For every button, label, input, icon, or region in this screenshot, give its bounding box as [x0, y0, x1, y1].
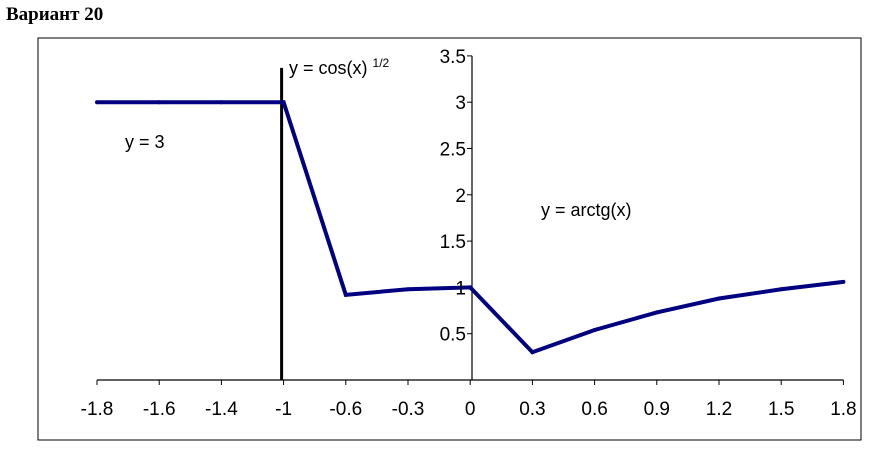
data-point [654, 310, 659, 315]
x-tick-label: -1.8 [81, 399, 114, 420]
x-tick-label: 0.3 [519, 399, 545, 420]
data-point [530, 350, 535, 355]
axes [96, 55, 844, 385]
annotation-left: y = 3 [125, 132, 165, 152]
annotation-middle: y = cos(x) 1/2 [289, 56, 390, 78]
data-point [779, 287, 784, 292]
y-tick-label: 3 [455, 93, 466, 114]
plot-frame [37, 37, 862, 441]
x-tick-label: -1 [275, 399, 292, 420]
data-point [157, 100, 162, 105]
annotation-middle-sup: 1/2 [373, 56, 390, 70]
x-tick-label: -1.6 [143, 399, 176, 420]
x-tick-label: -0.3 [392, 399, 425, 420]
y-tick-label: 3.5 [440, 47, 466, 68]
page-title: Вариант 20 [6, 4, 104, 25]
x-tick-label: -0.6 [329, 399, 362, 420]
x-tick-label: 1.5 [768, 399, 794, 420]
y-tick-label: 1.5 [440, 232, 466, 253]
y-tick-label: 2 [455, 186, 466, 207]
x-tick-label: 0.6 [581, 399, 607, 420]
data-point [95, 100, 99, 105]
data-point [343, 292, 348, 297]
data-point [468, 285, 473, 290]
x-tick-label: 1.8 [830, 399, 856, 420]
series-line [97, 100, 844, 355]
annotation-middle-base: y = cos(x) [289, 58, 368, 78]
x-tick-label: -1.4 [205, 399, 238, 420]
data-point [717, 296, 721, 301]
x-tick-label: 0.9 [644, 399, 670, 420]
data-point [592, 327, 597, 332]
data-point [219, 100, 224, 105]
y-tick-label: 0.5 [440, 325, 466, 346]
y-tick-label: 2.5 [440, 140, 466, 161]
data-points [95, 100, 846, 355]
x-tick-label: 0 [465, 399, 476, 420]
x-tick-labels: -1.8 -1.6 -1.4 -1 -0.6 -0.3 0 0.3 0.6 0.9 1.2 1.5 1.… [81, 399, 857, 420]
data-point [406, 287, 410, 292]
data-point [281, 100, 286, 105]
data-point [841, 279, 846, 284]
annotation-right: y = arctg(x) [541, 200, 632, 220]
y-tick-label: 1 [455, 278, 466, 299]
y-tick-labels: 0.5 1 1.5 2 2.5 3 3.5 [440, 47, 466, 346]
x-tick-label: 1.2 [706, 399, 732, 420]
